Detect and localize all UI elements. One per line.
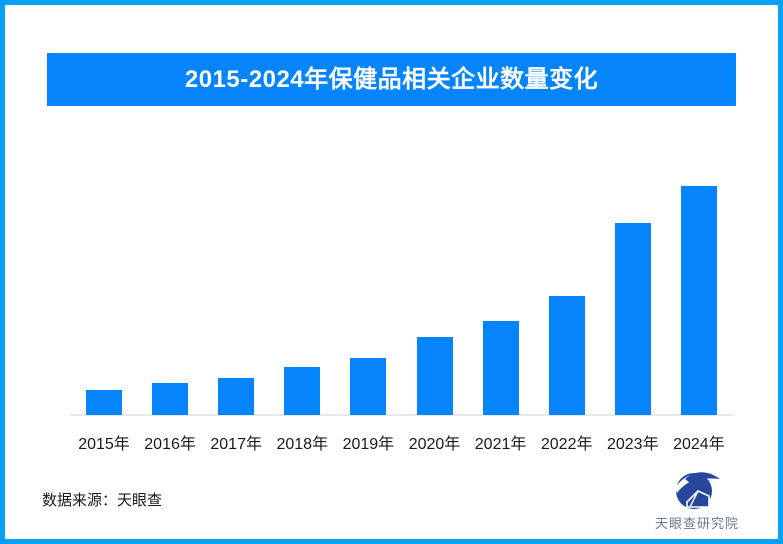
tianyancha-watermark: 天眼查研究院 <box>647 466 747 532</box>
data-source-caption: 数据来源：天眼查 <box>42 492 163 509</box>
chart-bar-2015年 <box>86 390 122 415</box>
x-axis-line <box>71 414 733 416</box>
chart-bar-2016年 <box>152 383 189 415</box>
x-axis-label: 2024年 <box>673 436 725 453</box>
x-axis-label: 2022年 <box>540 436 593 453</box>
x-axis-label: 2019年 <box>342 436 395 453</box>
x-axis-label: 2021年 <box>474 436 527 453</box>
tianyancha-logo-icon <box>675 472 720 509</box>
chart-bar-2023年 <box>614 223 651 415</box>
chart-bar-2024年 <box>680 186 717 415</box>
chart-bar-2020年 <box>416 337 453 415</box>
x-axis-label: 2020年 <box>408 436 461 453</box>
chart-bar-2021年 <box>482 321 519 415</box>
tianyancha-logo-label: 天眼查研究院 <box>654 516 739 531</box>
chart-title-banner: 2015-2024年保健品相关企业数量变化 <box>47 53 736 106</box>
x-axis-label: 2017年 <box>210 436 262 453</box>
x-axis-label: 2015年 <box>78 436 130 453</box>
chart-bar-2019年 <box>350 358 387 415</box>
x-axis-label: 2023年 <box>606 436 659 453</box>
chart-bar-2022年 <box>548 296 585 415</box>
x-axis-label: 2016年 <box>144 436 196 453</box>
chart-bar-2017年 <box>218 378 255 415</box>
x-axis-label: 2018年 <box>276 436 329 453</box>
chart-bar-2018年 <box>284 367 321 415</box>
